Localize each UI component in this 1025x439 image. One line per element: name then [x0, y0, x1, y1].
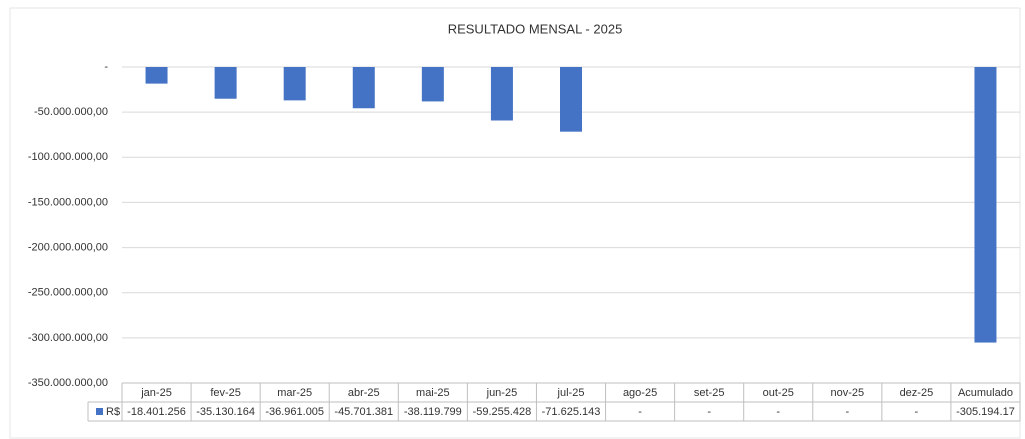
value-label: -36.961.005: [265, 406, 324, 418]
x-tick-label: jun-25: [486, 387, 518, 399]
bar: [421, 67, 444, 102]
x-tick-label: out-25: [763, 387, 794, 399]
value-label: -: [845, 406, 849, 418]
y-tick-label: -200.000.000,00: [28, 241, 108, 253]
value-label: -59.255.428: [473, 406, 532, 418]
x-tick-label: dez-25: [900, 387, 934, 399]
x-tick-label: mar-25: [277, 387, 312, 399]
value-label: -: [707, 406, 711, 418]
y-tick-label: -300.000.000,00: [28, 332, 108, 344]
value-label: -305.194.17: [956, 406, 1015, 418]
bar: [145, 67, 168, 84]
x-tick-label: jan-25: [140, 387, 172, 399]
x-tick-label: fev-25: [210, 387, 241, 399]
bar: [283, 67, 306, 101]
value-label: -35.130.164: [196, 406, 255, 418]
bar: [352, 67, 375, 109]
chart-title: RESULTADO MENSAL - 2025: [448, 21, 623, 36]
value-label: -: [638, 406, 642, 418]
x-tick-label: mai-25: [416, 387, 450, 399]
x-tick-label: Acumulado: [958, 387, 1013, 399]
legend-label: R$: [106, 406, 120, 418]
chart-border: [9, 7, 1021, 439]
value-label: -38.119.799: [404, 406, 462, 418]
y-tick-label: -350.000.000,00: [28, 377, 108, 389]
bar: [490, 67, 513, 121]
value-label: -: [915, 406, 919, 418]
legend-swatch: [96, 408, 103, 415]
bar: [974, 67, 997, 343]
value-label: -18.401.256: [127, 406, 186, 418]
x-tick-label: jul-25: [557, 387, 585, 399]
y-tick-label: -250.000.000,00: [28, 287, 108, 299]
y-tick-label: -50.000.000,00: [34, 106, 108, 118]
bar: [560, 67, 582, 132]
x-tick-label: set-25: [694, 387, 725, 399]
value-label: -45.701.381: [334, 406, 393, 418]
x-tick-label: abr-25: [348, 387, 380, 399]
y-tick-label: -150.000.000,00: [28, 196, 108, 208]
x-tick-label: ago-25: [623, 387, 657, 399]
value-label: -71.625.143: [542, 406, 601, 418]
y-tick-label: -100.000.000,00: [28, 151, 108, 163]
bar: [214, 67, 237, 99]
y-tick-label: -: [104, 61, 108, 73]
value-label: -: [776, 406, 780, 418]
x-tick-label: nov-25: [830, 387, 864, 399]
